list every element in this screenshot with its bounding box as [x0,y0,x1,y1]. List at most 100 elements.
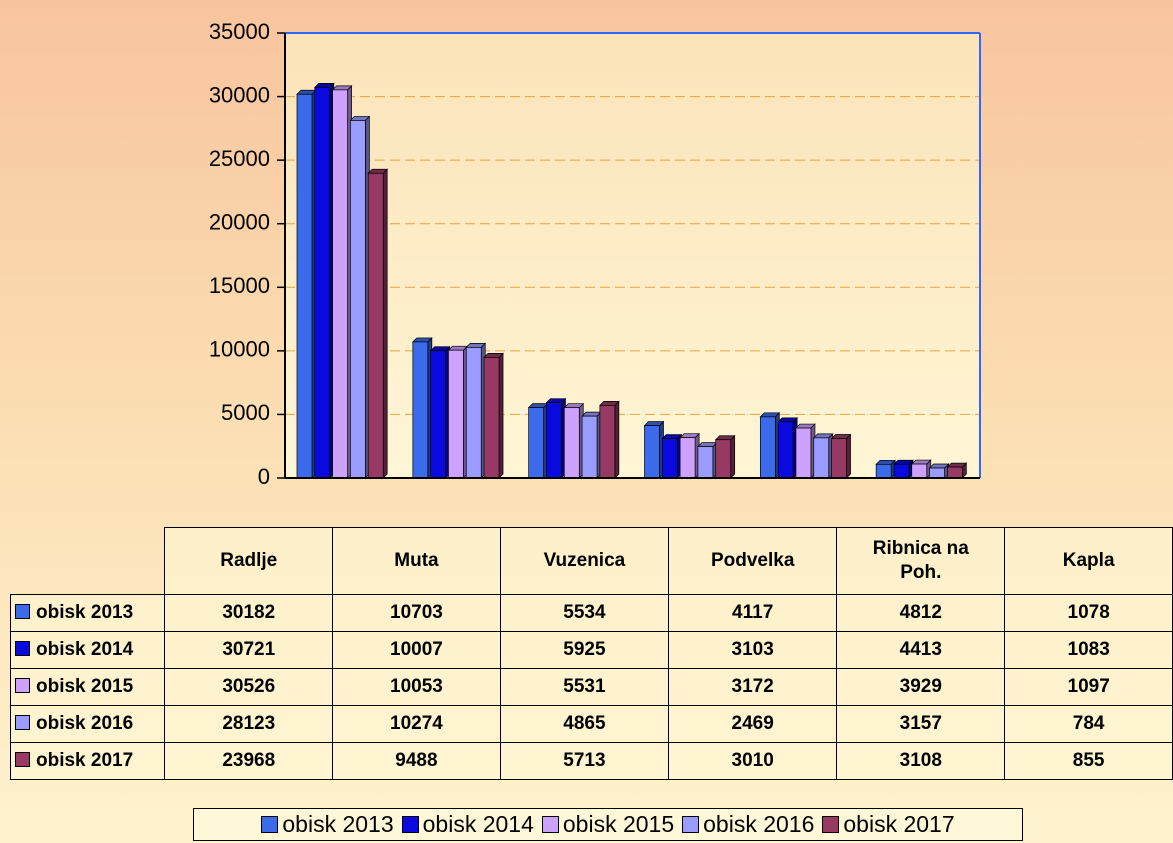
plot-area [285,33,980,478]
value-cell: 30526 [164,668,334,706]
series-header: obisk 2015 [9,668,166,706]
table-row: obisk 2014 30721 10007 5925 3103 4413 1083 [9,631,1173,669]
series-name: obisk 2013 [36,602,134,623]
value-cell: 9488 [332,742,501,780]
bar [795,427,812,479]
bar-side [498,352,504,479]
y-tick-label: 15000 [209,273,270,298]
value-cell: 4413 [836,631,1006,669]
bar [412,341,429,479]
bar [581,415,598,479]
value-cell: 28123 [164,705,334,743]
bar [875,463,892,479]
value-cell: 5531 [499,668,670,706]
bar [430,350,446,479]
legend-swatch [541,816,559,833]
category-label: Muta [394,550,439,571]
table-row: obisk 2013 30182 10703 5534 4117 4812 1078 [9,594,1173,632]
bar [911,463,928,479]
category-cell: Radlje [164,527,334,595]
value-cell: 1097 [1004,668,1173,706]
bar [697,446,714,479]
value-cell: 1078 [1004,594,1173,632]
value-cell: 5925 [499,631,670,669]
value-cell: 1083 [1004,631,1173,669]
bar [644,425,660,479]
series-name: obisk 2014 [36,639,134,660]
y-tick-label: 10000 [209,337,270,362]
series-name: obisk 2016 [36,713,134,734]
value-cell: 5534 [499,594,670,632]
series-name: obisk 2017 [36,750,134,771]
bar [448,349,464,479]
category-label: Vuzenica [543,550,626,571]
legend-label: obisk 2016 [703,811,815,837]
value-cell: 3010 [668,742,838,780]
y-tick-label: 30000 [209,82,270,107]
bar [546,402,562,479]
category-cell: Kapla [1004,527,1173,595]
series-header: obisk 2013 [9,594,166,632]
y-tick-label: 35000 [209,19,270,44]
y-tick-label: 5000 [221,400,270,425]
bar [813,437,830,479]
category-label: Ribnica na Poh. [872,538,969,583]
y-tick-label: 0 [258,464,270,489]
legend-swatch [822,816,840,833]
category-cell: Muta [332,527,501,595]
legend-item: obisk 2016 [682,811,814,838]
legend-swatch [15,641,30,656]
legend-swatch [15,752,30,767]
legend-swatch [261,816,279,833]
category-label: Radlje [220,550,278,571]
legend-swatch [15,604,30,619]
bar-side [614,400,620,479]
bar [332,89,348,479]
legend-label: obisk 2013 [282,811,394,837]
bar [777,421,794,479]
category-label: Kapla [1062,550,1115,571]
value-cell: 3103 [668,631,838,669]
legend-label: obisk 2015 [562,811,675,837]
value-cell: 855 [1004,742,1173,780]
bar [465,347,482,479]
table-header-row: Radlje Muta Vuzenica Podvelka Ribnica na Poh… [10,527,1173,595]
bar [350,120,366,479]
series-header: obisk 2017 [9,742,166,780]
value-cell: 4117 [668,594,838,632]
table-corner [10,527,166,595]
value-cell: 30182 [164,594,334,632]
bar [947,466,963,479]
bar [715,439,732,479]
table-row: obisk 2017 23968 9488 5713 3010 3108 855 [9,742,1173,780]
legend-swatch [15,678,30,693]
y-tick-label: 25000 [209,146,270,171]
bar [483,357,500,479]
bar [563,407,580,479]
bar [314,87,331,479]
bar [893,463,910,479]
category-cell: Podvelka [668,527,838,595]
legend-item: obisk 2013 [261,811,394,838]
value-cell: 10053 [332,668,501,706]
legend-swatch [401,816,419,833]
category-cell: Ribnica na Poh. [836,527,1006,595]
bar [929,467,945,479]
legend-label: obisk 2014 [422,811,534,837]
value-cell: 784 [1004,705,1173,743]
series-name: obisk 2015 [36,676,134,697]
bar-side [730,434,736,479]
bar [661,438,678,479]
value-cell: 2469 [668,705,838,743]
bar [367,172,384,479]
bar [528,407,545,479]
value-cell: 3172 [668,668,838,706]
value-cell: 4812 [836,594,1006,632]
y-tick-label: 20000 [209,210,270,235]
category-cell: Vuzenica [499,527,670,595]
value-cell: 4865 [499,705,670,743]
value-cell: 3108 [836,742,1006,780]
bar [599,405,616,479]
